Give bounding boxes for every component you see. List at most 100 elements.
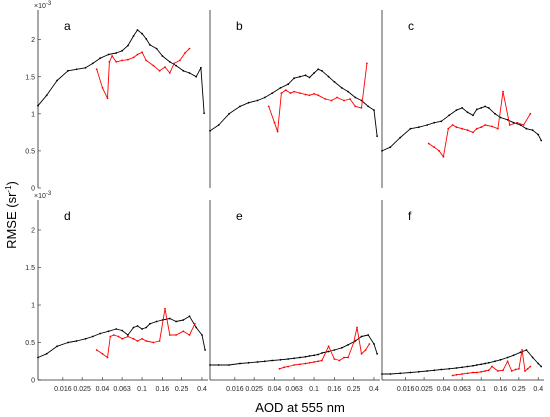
series-red-point (518, 367, 520, 370)
series-black-point (188, 315, 191, 318)
series-red-point (299, 92, 301, 94)
series-black-point (417, 126, 420, 129)
series-black-point (84, 337, 87, 340)
series-red-point (152, 341, 155, 344)
y-axis-title-close: ) (4, 181, 19, 185)
series-red-point (121, 337, 123, 340)
series-red-point (354, 105, 357, 108)
series-red-point (461, 373, 463, 375)
series-black-point (409, 371, 412, 374)
series-black-point (293, 77, 295, 80)
series-red-point (330, 99, 333, 102)
y-exponent-superscript: -3 (46, 1, 52, 7)
series-black-point (175, 64, 178, 67)
series-black-point (195, 75, 198, 78)
series-red-point (360, 107, 363, 109)
x-tick-label: 0.025 (415, 386, 433, 393)
series-black-point (195, 326, 198, 329)
series-red-point (287, 365, 290, 368)
y-tick-label: 0 (31, 186, 35, 193)
series-red-point (308, 94, 311, 97)
series-red-point (317, 94, 320, 97)
series-black-point (175, 320, 178, 323)
series-black-point (376, 352, 378, 355)
series-red-point (352, 341, 355, 344)
series-red-point (506, 360, 509, 363)
series-black-point (389, 146, 392, 149)
series-black-point (91, 335, 94, 338)
series-black-line (37, 315, 206, 358)
series-black-point (354, 96, 357, 99)
series-red-point (475, 127, 478, 130)
series-red-point (466, 129, 469, 132)
series-black-point (115, 328, 118, 330)
series-black-point (448, 114, 451, 117)
series-black-point (519, 351, 522, 354)
series-red-point (175, 334, 178, 336)
series-black-point (155, 320, 158, 323)
series-red-point (141, 337, 144, 340)
series-red-point (529, 112, 532, 115)
series-black-point (472, 114, 474, 117)
x-tick-label: 0.063 (453, 386, 471, 393)
panel-letter: f (408, 209, 412, 223)
y-axis-title-superscript: -1 (4, 185, 13, 193)
series-black-point (333, 349, 336, 351)
y-tick-label: 1.5 (25, 265, 35, 272)
series-black-point (127, 44, 129, 47)
series-black-point (239, 362, 241, 365)
series-red-point (366, 62, 368, 65)
series-red-point (333, 358, 336, 360)
series-black-point (45, 94, 48, 97)
panel-d: 0.016 0.025 0.04 0.063 0.1 0.16 0.25 0.4 0 0.5 1 1.… (25, 191, 208, 393)
series-black-point (433, 369, 436, 372)
series-red-point (514, 368, 517, 371)
x-axis-title: AOD at 555 nm (255, 400, 345, 415)
series-red-point (356, 326, 358, 329)
series-black-point (209, 130, 211, 132)
series-black-point (107, 330, 110, 333)
series-red-point (508, 124, 511, 126)
series-black-point (271, 92, 274, 94)
series-black-point (308, 355, 311, 357)
series-red-point (451, 374, 454, 377)
y-exponent-superscript: -3 (46, 191, 52, 197)
series-red-point (158, 340, 161, 342)
series-red-point (184, 52, 186, 54)
y-tick-label: 1 (31, 111, 35, 118)
series-black-point (367, 334, 370, 336)
series-black-point (247, 361, 250, 364)
series-black-point (455, 367, 458, 369)
x-tick-label: 0.04 (437, 386, 451, 393)
series-black-point (263, 96, 266, 99)
series-red-line (452, 349, 531, 376)
series-black-point (182, 69, 185, 72)
x-tick-label: 0.1 (476, 386, 486, 393)
series-black-point (182, 319, 185, 321)
series-red-point (273, 121, 276, 124)
series-black-point (531, 129, 534, 132)
series-black-point (340, 346, 343, 349)
series-black-point (56, 345, 58, 348)
series-red-line (279, 327, 370, 370)
series-black-point (271, 359, 274, 362)
series-black-point (149, 322, 151, 325)
series-red-point (487, 369, 490, 372)
y-tick-label: 2 (31, 37, 35, 44)
series-red-point (158, 69, 161, 72)
series-red-point (152, 64, 155, 67)
x-tick-label: 0.4 (533, 386, 543, 393)
series-red-point (466, 372, 469, 375)
x-tick-label: 0.4 (197, 386, 207, 393)
series-black-point (448, 367, 451, 370)
series-black-point (519, 124, 522, 126)
series-black-point (168, 317, 171, 320)
series-black-point (537, 133, 540, 136)
series-black-point (317, 68, 320, 71)
series-red-point (121, 59, 123, 62)
series-red-point (472, 371, 474, 374)
series-black-point (287, 358, 290, 360)
series-black-point (209, 364, 211, 366)
series-red-point (112, 334, 115, 336)
series-red-point (127, 58, 129, 61)
